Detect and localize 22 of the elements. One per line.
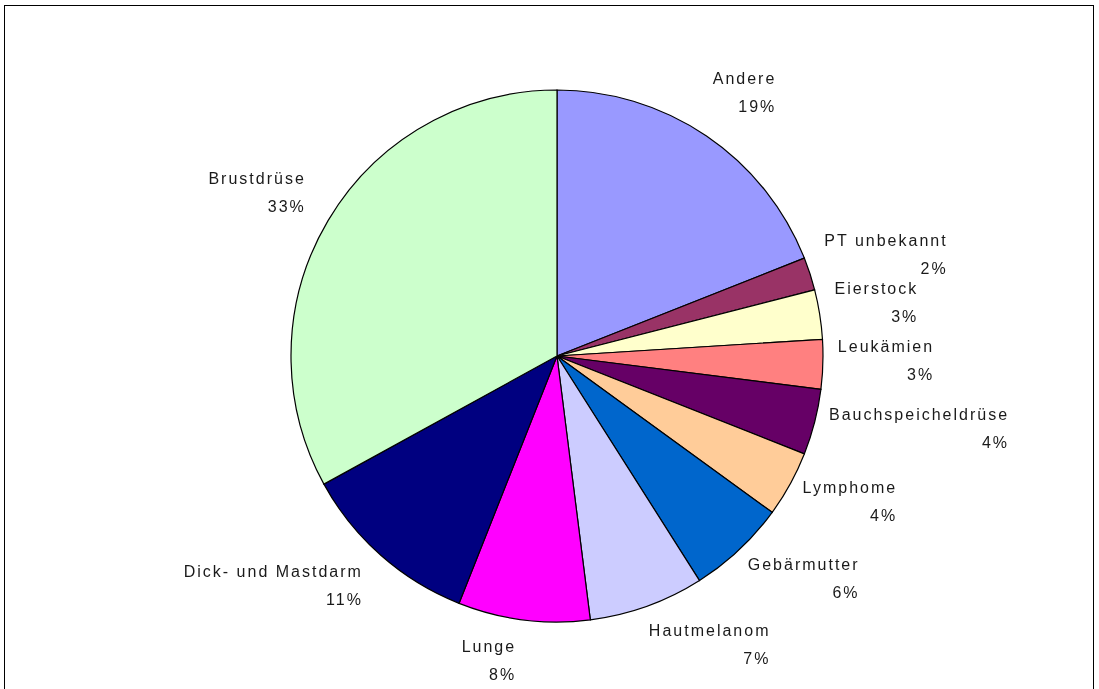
slice-label: Lymphome	[802, 478, 898, 496]
data-label: 4%	[981, 434, 1010, 452]
data-label: 6%	[832, 583, 860, 601]
slice-label: Brustdrüse	[208, 169, 306, 187]
slice-label: Hautmelanom	[648, 622, 771, 640]
data-label: 8%	[489, 666, 517, 684]
data-label: 3%	[907, 366, 935, 384]
data-label: 19%	[738, 98, 777, 116]
data-label: 33%	[267, 197, 306, 215]
data-label: 7%	[743, 650, 771, 668]
slice-label: Dick- und Mastdarm	[183, 562, 363, 580]
slice-label: Gebärmutter	[747, 555, 860, 573]
data-label: 4%	[870, 506, 898, 524]
slice-label: PT unbekannt	[824, 232, 948, 250]
data-label: 2%	[920, 260, 948, 278]
slice-label: Andere	[712, 70, 777, 88]
data-label: 11%	[326, 590, 363, 608]
data-label: 3%	[891, 307, 919, 325]
slice-label: Leukämien	[837, 338, 935, 356]
slice-label: Bauchspeicheldrüse	[829, 406, 1010, 424]
slice-label: Eierstock	[834, 279, 919, 297]
slice-label: Lunge	[461, 638, 517, 656]
